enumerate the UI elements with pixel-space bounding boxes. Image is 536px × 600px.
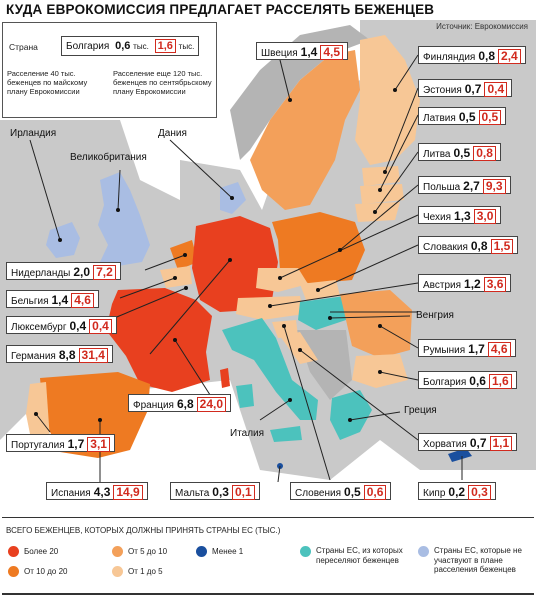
country-box-latvia: Латвия 0,5 0,5 <box>418 107 507 125</box>
country-word: Страна <box>9 42 38 52</box>
note-may-plan: Расселение 40 тыс. беженцев по майскому … <box>7 69 88 96</box>
czech-shape <box>256 268 308 292</box>
country-box-sweden: Швеция 1,4 4,5 <box>256 42 349 60</box>
country-box-slovakia: Словакия 0,8 1,5 <box>418 236 519 254</box>
legend-divider <box>2 517 534 518</box>
country-box-netherlands: Нидерланды 2,0 7,2 <box>6 262 121 280</box>
legend-label-source-countries: Страны ЕС, из которых переселяют беженце… <box>316 546 403 565</box>
legend-dot-10-20 <box>8 566 19 577</box>
country-box-belgium: Бельгия 1,4 4,6 <box>6 290 99 308</box>
country-box-portugal: Португалия 1,7 3,1 <box>6 434 115 452</box>
estonia-shape <box>362 166 400 186</box>
label-denmark: Дания <box>158 128 187 139</box>
cyprus-shape <box>448 448 472 462</box>
label-greece: Греция <box>404 405 437 416</box>
hungary-shape <box>298 296 352 330</box>
country-box-france: Франция 6,8 24,0 <box>128 394 232 412</box>
legend-label-10-20: От 10 до 20 <box>24 567 68 576</box>
legend-label-5-10: От 5 до 10 <box>128 547 168 556</box>
label-hungary: Венгрия <box>416 310 454 321</box>
label-uk: Великобритания <box>70 152 147 163</box>
example-v2: 1,6 <box>154 39 176 53</box>
legend-dot-5-10 <box>112 546 123 557</box>
source-note: Источник: Еврокомиссия <box>436 22 528 31</box>
portugal-shape <box>26 382 50 444</box>
example-v1: 0,6 <box>115 40 131 52</box>
country-box-czech: Чехия 1,3 3,0 <box>418 206 502 224</box>
legend-dot-non-participants <box>418 546 429 557</box>
label-italy: Италия <box>230 428 265 439</box>
uk-shape <box>98 172 150 266</box>
bottom-rule <box>2 593 534 595</box>
country-box-finland: Финляндия 0,8 2,4 <box>418 46 526 64</box>
romania-shape <box>340 290 412 358</box>
example-box: Болгария 0,6 тыс. 1,6 тыс. <box>61 36 200 56</box>
legend-dot-over-20 <box>8 546 19 557</box>
finland-shape <box>355 35 420 165</box>
country-box-slovenia: Словения 0,5 0,6 <box>290 482 392 500</box>
page-title: КУДА ЕВРОКОМИССИЯ ПРЕДЛАГАЕТ РАССЕЛЯТЬ Б… <box>6 2 435 17</box>
legend-dot-1-5 <box>112 566 123 577</box>
legend-dot-source-countries <box>300 546 311 557</box>
example-country: Болгария <box>66 41 110 52</box>
sweden-shape <box>250 50 360 210</box>
country-box-lithuania: Литва 0,5 0,8 <box>418 143 501 161</box>
poland-shape <box>272 212 365 284</box>
country-box-cyprus: Кипр 0,2 0,3 <box>418 482 496 500</box>
country-box-malta: Мальта 0,3 0,1 <box>170 482 260 500</box>
label-ireland: Ирландия <box>10 128 57 139</box>
example-v1-unit: тыс. <box>133 42 149 51</box>
explanation-box: Страна Болгария 0,6 тыс. 1,6 тыс. Рассел… <box>2 22 217 118</box>
legend-dot-under-1 <box>196 546 207 557</box>
country-box-estonia: Эстония 0,7 0,4 <box>418 79 513 97</box>
country-box-romania: Румыния 1,7 4,6 <box>418 339 516 357</box>
ireland-shape <box>46 222 80 258</box>
latvia-shape <box>360 184 404 204</box>
france-shape <box>106 288 212 392</box>
legend-label-under-1: Менее 1 <box>212 547 244 556</box>
legend-label-non-participants: Страны ЕС, которые не участвуют в плане … <box>434 546 522 574</box>
legend-label-1-5: От 1 до 5 <box>128 567 163 576</box>
note-sept-plan: Расселение еще 120 тыс. беженцев по сент… <box>113 69 212 96</box>
norway-shape <box>230 25 370 160</box>
country-box-austria: Австрия 1,2 3,6 <box>418 274 512 292</box>
lithuania-shape <box>355 202 400 222</box>
europe-map <box>0 18 536 510</box>
greece-shape <box>330 390 372 440</box>
country-box-bulgaria: Болгария 0,6 1,6 <box>418 371 517 389</box>
example-v2-unit: тыс. <box>178 42 195 51</box>
legend-heading: ВСЕГО БЕЖЕНЦЕВ, КОТОРЫХ ДОЛЖНЫ ПРИНЯТЬ С… <box>6 526 281 535</box>
legend-label-over-20: Более 20 <box>24 547 59 556</box>
country-box-luxembourg: Люксембург 0,4 0,4 <box>6 316 117 334</box>
country-box-spain: Испания 4,3 14,9 <box>46 482 148 500</box>
italy-shape <box>222 318 318 420</box>
country-box-germany: Германия 8,8 31,4 <box>6 345 113 363</box>
country-box-poland: Польша 2,7 9,3 <box>418 176 511 194</box>
country-box-croatia: Хорватия 0,7 1,1 <box>418 433 518 451</box>
